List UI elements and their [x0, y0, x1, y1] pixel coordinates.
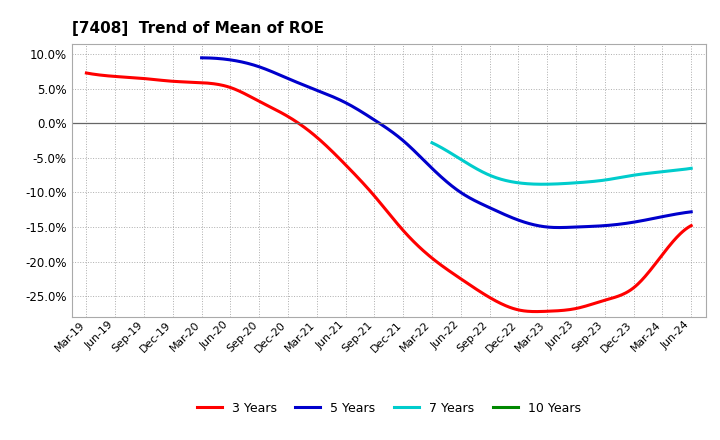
Text: [7408]  Trend of Mean of ROE: [7408] Trend of Mean of ROE — [72, 21, 324, 36]
Legend: 3 Years, 5 Years, 7 Years, 10 Years: 3 Years, 5 Years, 7 Years, 10 Years — [192, 397, 586, 420]
